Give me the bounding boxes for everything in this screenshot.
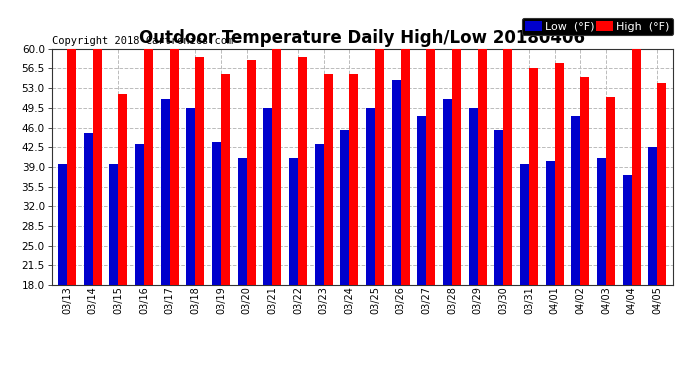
- Bar: [83, 133, 93, 285]
- Bar: [417, 116, 426, 285]
- Bar: [366, 108, 375, 285]
- Bar: [298, 57, 307, 285]
- Bar: [426, 0, 435, 285]
- Bar: [340, 130, 349, 285]
- Bar: [401, 18, 410, 285]
- Bar: [58, 164, 67, 285]
- Bar: [67, 12, 76, 285]
- Bar: [546, 161, 555, 285]
- Bar: [392, 80, 401, 285]
- Bar: [631, 26, 641, 285]
- Bar: [135, 144, 144, 285]
- Bar: [529, 68, 538, 285]
- Text: Copyright 2018 Cartronics.com: Copyright 2018 Cartronics.com: [52, 36, 233, 46]
- Bar: [520, 164, 529, 285]
- Bar: [349, 74, 358, 285]
- Bar: [289, 158, 298, 285]
- Bar: [144, 38, 153, 285]
- Bar: [315, 144, 324, 285]
- Bar: [247, 60, 256, 285]
- Bar: [119, 94, 128, 285]
- Bar: [186, 108, 195, 285]
- Bar: [622, 176, 631, 285]
- Bar: [649, 147, 658, 285]
- Bar: [477, 26, 486, 285]
- Bar: [273, 23, 282, 285]
- Bar: [170, 0, 179, 285]
- Bar: [443, 99, 452, 285]
- Bar: [221, 74, 230, 285]
- Bar: [495, 130, 504, 285]
- Bar: [580, 77, 589, 285]
- Bar: [324, 74, 333, 285]
- Bar: [658, 82, 667, 285]
- Bar: [606, 97, 615, 285]
- Bar: [93, 38, 102, 285]
- Bar: [597, 158, 606, 285]
- Bar: [195, 57, 204, 285]
- Bar: [452, 0, 461, 285]
- Bar: [469, 108, 477, 285]
- Bar: [264, 108, 273, 285]
- Bar: [504, 7, 513, 285]
- Bar: [110, 164, 119, 285]
- Bar: [238, 158, 247, 285]
- Title: Outdoor Temperature Daily High/Low 20180406: Outdoor Temperature Daily High/Low 20180…: [139, 29, 585, 47]
- Bar: [375, 18, 384, 285]
- Bar: [212, 142, 221, 285]
- Legend: Low  (°F), High  (°F): Low (°F), High (°F): [522, 18, 673, 35]
- Bar: [555, 63, 564, 285]
- Bar: [571, 116, 580, 285]
- Bar: [161, 99, 170, 285]
